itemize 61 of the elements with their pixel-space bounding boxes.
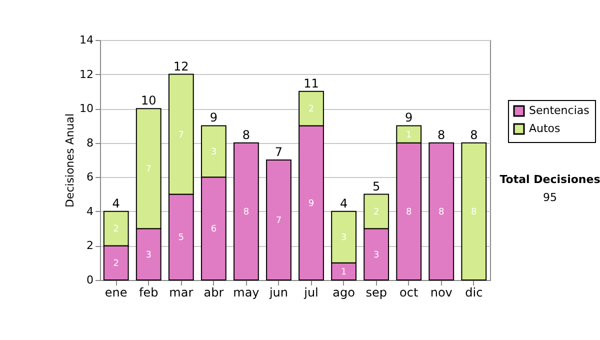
x-tick-label: ago	[332, 286, 355, 300]
data-label: 3	[146, 250, 152, 260]
x-tick-label: jun	[268, 286, 288, 300]
data-label: 8	[471, 207, 478, 218]
x-tick-label: feb	[139, 286, 158, 300]
x-tick-label: abr	[204, 286, 224, 300]
bar	[266, 160, 292, 280]
data-label: 9	[308, 198, 314, 209]
y-axis-title: Decisiones Anual	[64, 113, 77, 208]
text: 95	[543, 191, 557, 204]
y-tick-label: 2	[86, 239, 94, 252]
data-label: 3	[210, 147, 217, 158]
data-label: 5	[178, 233, 184, 244]
total-label: 4	[112, 196, 120, 210]
x-tick-label: sep	[366, 286, 387, 300]
total-label: 8	[470, 128, 478, 142]
data-label: 8	[406, 207, 412, 218]
x-tick-label: oct	[400, 286, 418, 300]
x-tick-label: dic	[465, 286, 483, 300]
total-label: 8	[438, 128, 446, 142]
data-label: 8	[438, 207, 445, 218]
legend-label: Sentencias	[529, 104, 590, 117]
total-label: 9	[405, 110, 413, 125]
x-tick-label: may	[233, 286, 260, 300]
total-label: 4	[340, 196, 348, 210]
y-tick-label: 6	[86, 170, 94, 184]
total-label: 11	[304, 76, 319, 90]
data-label: 8	[243, 207, 250, 218]
data-label: 3	[340, 233, 347, 244]
data-label: 2	[113, 224, 119, 235]
total-label: 7	[274, 145, 283, 159]
text: Total Decisiones	[500, 173, 600, 186]
y-tick-label: 8	[86, 136, 94, 150]
x-tick-label: jul	[303, 286, 318, 300]
data-label: 2	[308, 104, 314, 115]
y-tick-label: 12	[80, 68, 94, 81]
data-label: 7	[178, 130, 184, 140]
y-tick-label: 14	[80, 34, 94, 46]
data-label: 3	[373, 250, 380, 260]
data-label: 2	[373, 207, 380, 218]
data-label: 1	[340, 267, 347, 278]
y-tick-label: 0	[86, 274, 94, 286]
data-label: 7	[146, 164, 152, 175]
x-tick-label: nov	[430, 286, 452, 300]
x-tick-label: mar	[169, 286, 194, 300]
data-label: 1	[406, 130, 412, 140]
data-label: 7	[276, 216, 282, 226]
data-label: 2	[113, 258, 119, 269]
legend-label: Autos	[529, 122, 561, 135]
total-label: 12	[174, 59, 189, 74]
total-label: 8	[242, 128, 250, 142]
total-label: 10	[140, 94, 156, 108]
data-label: 6	[210, 224, 217, 235]
total-label: 9	[210, 110, 218, 125]
total-label: 5	[372, 179, 380, 194]
x-tick-label: ene	[104, 286, 128, 300]
bar	[461, 142, 487, 280]
y-tick-label: 10	[80, 102, 94, 116]
bar	[428, 142, 454, 280]
bar	[234, 142, 259, 280]
y-tick-label: 4	[86, 204, 94, 218]
